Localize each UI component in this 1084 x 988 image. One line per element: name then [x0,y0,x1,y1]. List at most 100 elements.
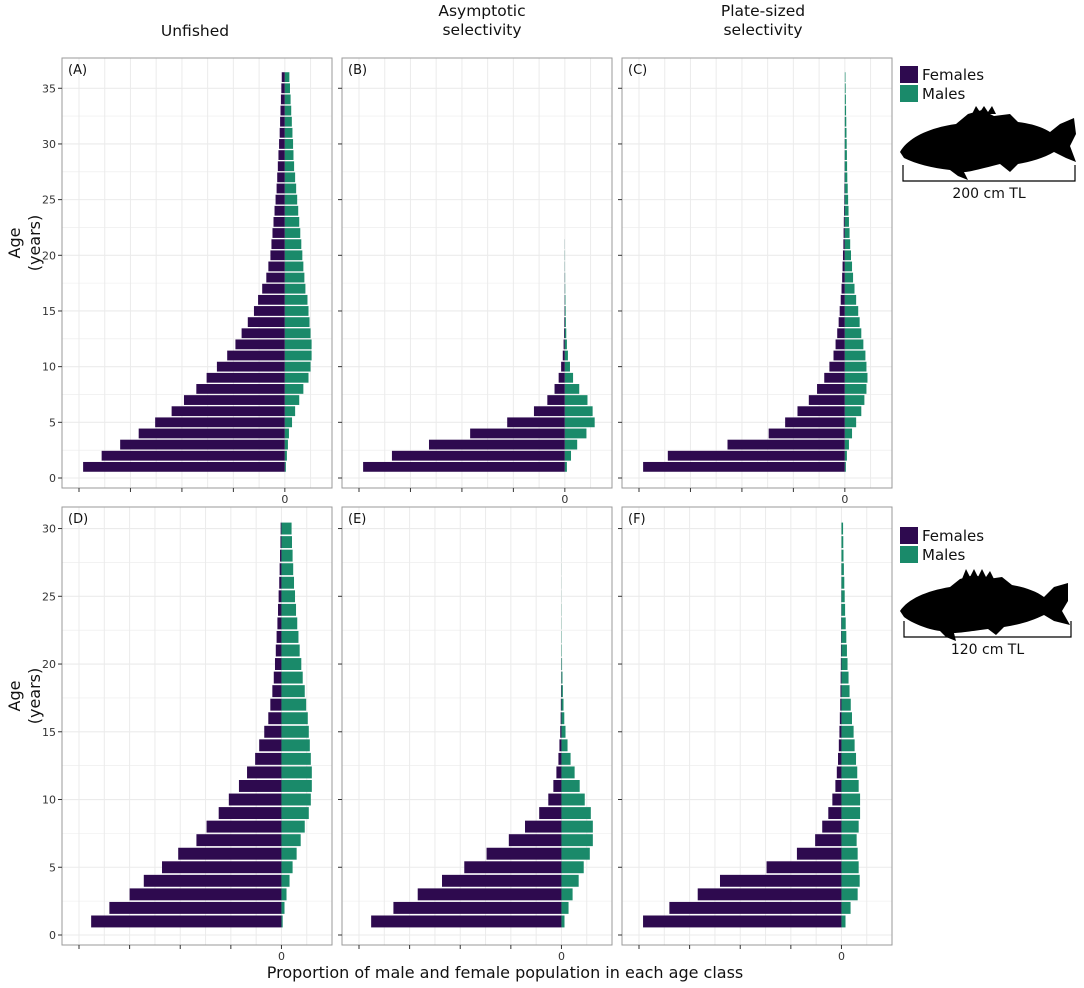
bar-male-age-16 [561,712,565,725]
bar-male-age-13 [844,328,862,339]
bar-male-age-27 [281,563,294,576]
y-axis-titles: Age (years)Age (years) [5,215,44,725]
bar-male-age-35 [844,83,846,94]
bar-male-age-4 [284,428,289,439]
bar-male-age-22 [281,630,299,643]
bar-male-age-20 [841,658,848,670]
bar-female-age-13 [838,752,842,765]
bar-female-age-12 [247,766,282,779]
bar-male-age-23 [844,216,849,227]
bar-female-age-1 [91,915,282,928]
bar-female-age-2 [391,450,565,461]
bar-female-age-12 [556,766,562,779]
bar-female-age-10 [832,793,842,806]
bar-male-age-23 [841,617,846,630]
panel-D: 0 5 10 15 20 25 30 0 (D) [42,506,333,963]
bar-male-age-1 [841,915,846,928]
bar-female-age-16 [258,294,285,305]
legend-swatch-males [900,546,918,563]
legend-swatch-males [900,85,918,102]
bar-female-age-19 [273,671,282,684]
bar-male-age-20 [281,658,302,670]
bar-male-age-16 [564,294,566,305]
bar-male-age-2 [561,901,569,914]
bar-male-age-25 [844,194,849,205]
bar-female-age-17 [560,698,562,711]
bar-female-age-2 [393,901,562,914]
panel-label-E: (E) [348,512,366,527]
bar-male-age-5 [844,417,857,428]
bar-female-age-10 [548,793,562,806]
bar-male-age-34 [284,94,291,105]
bar-female-age-14 [247,317,285,328]
y-title-age: Age [5,681,24,712]
bar-male-age-25 [284,194,298,205]
bar-male-age-1 [561,915,565,928]
x-tick-label-zero: 0 [558,950,565,963]
bar-male-age-7 [561,834,593,847]
bar-female-age-23 [277,617,282,630]
bar-male-age-5 [841,861,859,874]
bar-female-age-12 [563,339,565,350]
bar-female-age-19 [268,261,285,272]
bar-male-age-15 [284,306,309,316]
bar-female-age-6 [486,847,562,860]
bar-male-age-3 [564,439,578,450]
bar-female-age-8 [525,820,562,833]
bar-female-age-15 [560,725,562,738]
bar-female-age-4 [138,428,285,439]
x-tick-label-zero: 0 [841,493,848,506]
chart-panels: 0 5 10 15 20 25 30 35 0 (A) 0 (B) 0 (C) 0 5 10 15 20 25 30 0 (… [42,57,893,963]
bar-female-age-16 [560,712,562,725]
bar-male-age-14 [564,317,566,328]
bar-female-age-17 [840,698,842,711]
y-tick-label-5: 5 [49,861,56,874]
bar-female-age-20 [842,250,845,261]
bar-male-age-29 [841,536,844,549]
bar-male-age-35 [284,83,290,94]
y-tick-label-10: 10 [42,361,56,374]
bar-male-age-2 [844,450,847,461]
bar-female-age-14 [259,739,282,752]
bar-male-age-14 [841,739,855,752]
bar-male-age-16 [281,712,308,725]
bar-male-age-2 [284,450,287,461]
bar-female-age-3 [120,439,285,450]
bar-male-age-18 [841,685,850,698]
bar-male-age-16 [844,294,857,305]
panel-label-D: (D) [68,512,88,527]
y-tick-label-15: 15 [42,305,56,318]
bar-female-age-29 [280,536,282,549]
bar-male-age-13 [284,328,311,339]
bar-female-age-7 [547,395,565,405]
fish-length-label: 200 cm TL [952,186,1026,202]
bar-male-age-12 [561,766,575,779]
bar-male-age-6 [281,847,297,860]
bar-female-age-8 [817,384,845,394]
bar-male-age-2 [281,901,285,914]
y-title-years: (years) [25,215,44,272]
bar-female-age-24 [844,205,845,216]
bar-female-age-20 [270,250,285,261]
bar-male-age-19 [281,671,303,684]
bar-male-age-6 [564,406,593,417]
column-title-3-line-1: Plate-sized [721,2,805,20]
x-axis-title: Proportion of male and female population… [267,963,744,982]
bar-male-age-6 [844,406,862,417]
bar-male-age-5 [564,417,595,428]
bar-male-age-7 [564,395,588,405]
bar-female-age-4 [143,874,282,887]
column-titles: UnfishedAsymptoticselectivityPlate-sized… [161,2,805,40]
bar-male-age-32 [284,116,292,127]
x-tick-label-zero: 0 [561,493,568,506]
y-tick-label-35: 35 [42,82,56,95]
bar-male-age-2 [564,450,572,461]
bar-female-age-13 [241,328,285,339]
x-tick-label-zero: 0 [838,950,845,963]
bar-male-age-12 [564,339,567,350]
bar-female-age-12 [235,339,285,350]
bar-male-age-3 [844,439,849,450]
bar-female-age-4 [470,428,565,439]
bar-male-age-13 [841,752,857,765]
bar-male-age-24 [284,205,299,216]
